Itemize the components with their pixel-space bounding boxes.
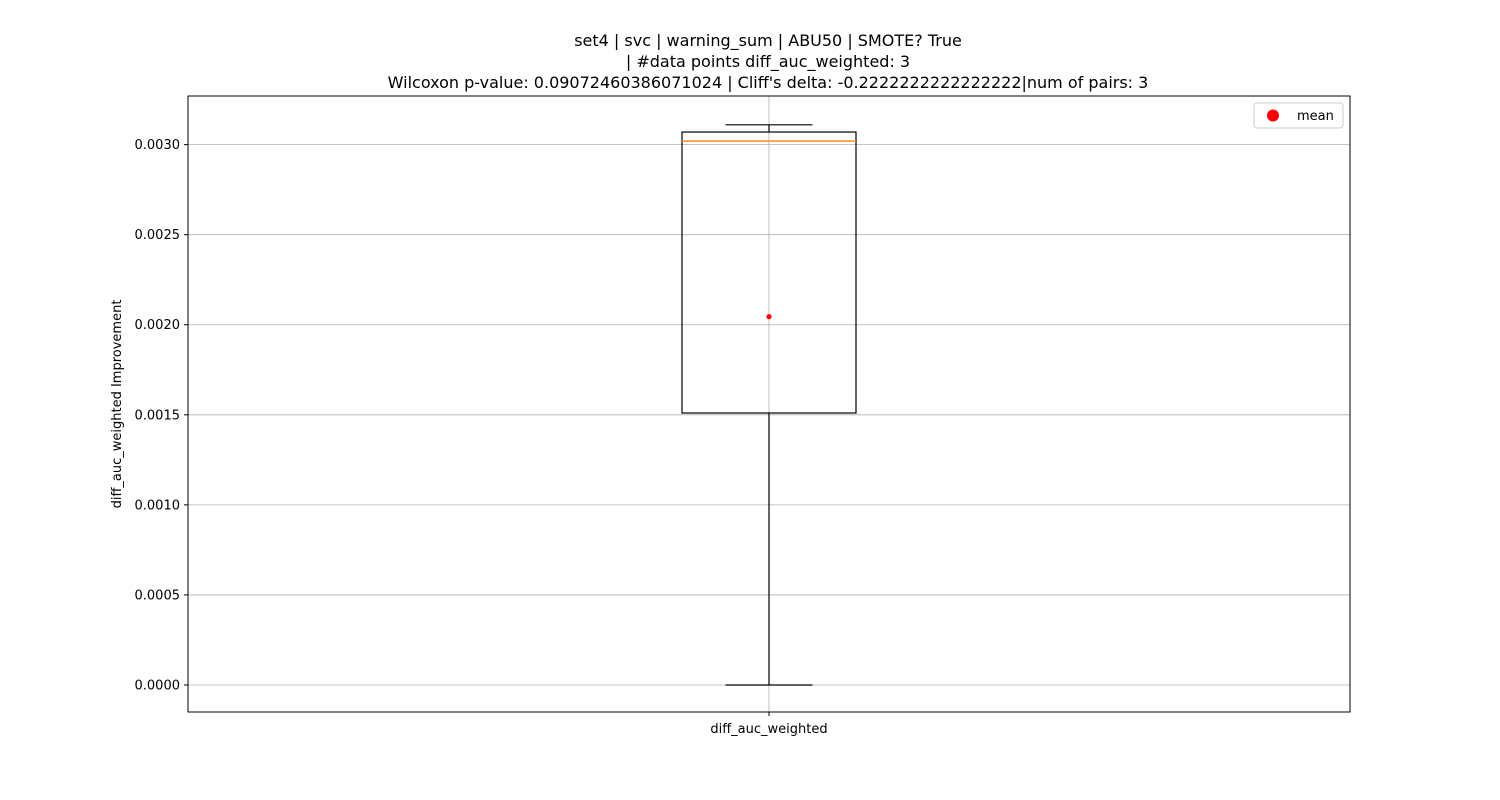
x-tick-label: diff_auc_weighted	[710, 722, 827, 737]
y-axis-label: diff_auc_weighted Improvement	[110, 300, 125, 509]
y-axis-ticks: 0.0000 0.0005 0.0010 0.0015 0.0020 0.0025 0.00…	[135, 138, 188, 693]
chart-title: set4 | svc | warning_sum | ABU50 | SMOTE…	[388, 31, 1149, 92]
y-tick-label: 0.0030	[135, 138, 181, 153]
y-tick-label: 0.0015	[135, 408, 181, 423]
y-tick-label: 0.0025	[135, 228, 181, 243]
mean-point	[766, 314, 772, 320]
title-line-1: set4 | svc | warning_sum | ABU50 | SMOTE…	[574, 31, 962, 51]
y-tick-label: 0.0010	[135, 498, 181, 513]
legend: mean	[1253, 102, 1344, 129]
y-tick-label: 0.0000	[135, 678, 181, 693]
legend-frame	[1253, 102, 1344, 129]
legend-mean-label: mean	[1297, 109, 1334, 124]
legend-mean-marker	[1267, 109, 1279, 122]
x-axis-ticks: diff_auc_weighted	[710, 712, 828, 737]
box-plot	[681, 124, 857, 686]
iqr-box	[681, 131, 857, 414]
title-line-3: Wilcoxon p-value: 0.09072460386071024 | …	[388, 73, 1149, 92]
title-line-2: | #data points diff_auc_weighted: 3	[626, 52, 910, 72]
y-tick-label: 0.0020	[135, 318, 181, 333]
y-tick-label: 0.0005	[135, 588, 181, 603]
